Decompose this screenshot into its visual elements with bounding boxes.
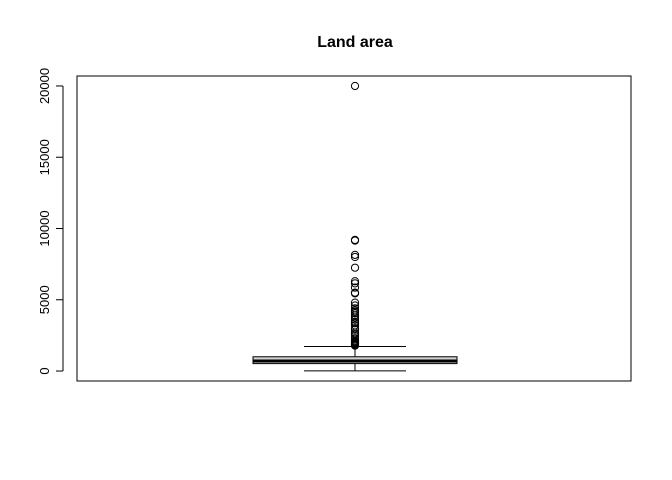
y-tick-label: 20000 (37, 68, 52, 104)
outlier-point (350, 81, 360, 91)
y-tick-label: 5000 (37, 285, 52, 314)
outlier-point (350, 279, 360, 288)
outlier-point (350, 319, 360, 328)
outlier-point (350, 315, 360, 324)
outlier-point (350, 325, 360, 334)
y-tick-label: 10000 (37, 210, 52, 246)
outlier-point (350, 309, 360, 318)
outlier-point (350, 341, 360, 350)
outlier-point (350, 250, 360, 259)
outlier-point (350, 298, 360, 307)
y-tick-label: 0 (37, 367, 52, 374)
outlier-point (350, 236, 360, 245)
chart-title: Land area (317, 34, 393, 51)
outlier-point (350, 252, 360, 262)
y-tick-label: 15000 (37, 139, 52, 175)
outlier-point (350, 283, 360, 292)
plot-frame (76, 75, 632, 382)
outlier-point (350, 277, 360, 286)
outlier-point (350, 289, 360, 298)
outlier-points (350, 81, 360, 350)
outlier-point (350, 263, 360, 272)
outlier-point (350, 301, 360, 310)
outlier-point (350, 311, 360, 320)
boxplot (252, 346, 458, 372)
outlier-point (350, 313, 360, 322)
y-axis: 0 5000 10000 15000 20000 (37, 68, 64, 375)
